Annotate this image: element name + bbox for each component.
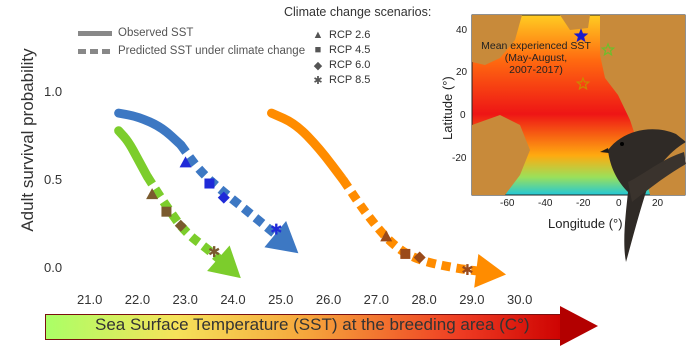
x-tick-label: 29.0 xyxy=(459,292,485,307)
scenario-label: RCP 4.5 xyxy=(329,44,371,56)
asterisk-icon: ✱ xyxy=(313,74,323,87)
storm-petrel-illustration xyxy=(600,129,686,262)
inset-x-tick: -40 xyxy=(538,198,553,209)
square-icon: ■ xyxy=(314,44,322,56)
inset-y-tick: 40 xyxy=(456,25,468,36)
series-1-marker-star: ✱ xyxy=(270,220,283,238)
series-1-marker-dia xyxy=(217,191,230,204)
x-tick-label: 25.0 xyxy=(268,292,294,307)
legend-observed-label: Observed SST xyxy=(118,27,194,39)
scenario-rcp45: ■ RCP 4.5 xyxy=(312,43,371,57)
series-0-marker-sq xyxy=(161,206,172,217)
inset-y-tick: 20 xyxy=(456,67,468,78)
series-1-marker-tri xyxy=(179,156,192,168)
series-0-observed-line xyxy=(114,126,152,181)
series-0-marker-tri xyxy=(146,188,159,200)
scenario-rcp85: ✱ RCP 8.5 xyxy=(312,73,370,87)
sst-gradient-bar xyxy=(45,314,567,340)
inset-x-label: Longitude (°) xyxy=(548,216,623,231)
triangle-icon: ▲ xyxy=(312,29,324,41)
series-0-arrow-head xyxy=(207,245,241,279)
x-tick-label: 28.0 xyxy=(411,292,437,307)
x-tick-label: 27.0 xyxy=(363,292,389,307)
inset-star-blue-icon xyxy=(573,28,589,43)
inset-annotation: Mean experienced SST (May-August, 2007-2… xyxy=(481,40,591,76)
predicted-swatch xyxy=(78,48,112,54)
series-1-observed-line xyxy=(114,108,186,150)
scenario-label: RCP 8.5 xyxy=(329,74,371,86)
series-2-observed-line xyxy=(267,108,348,185)
inset-y-tick: -20 xyxy=(452,153,467,164)
series-0-marker-star: ✱ xyxy=(208,243,221,261)
scenario-label: RCP 6.0 xyxy=(329,59,371,71)
scenario-rcp60: ◆ RCP 6.0 xyxy=(312,58,371,72)
series-2-marker-dia xyxy=(413,251,426,264)
observed-swatch xyxy=(78,30,112,36)
x-tick-label: 26.0 xyxy=(315,292,342,307)
scenarios-title: Climate change scenarios: xyxy=(284,5,432,19)
series-layer: ✱ ✱ ✱ xyxy=(114,108,507,288)
inset-x-tick: 0 xyxy=(616,198,622,209)
inset-star-orange-icon xyxy=(575,76,591,91)
series-2-marker-star: ✱ xyxy=(461,261,474,279)
y-tick-label: 0.5 xyxy=(44,172,63,187)
series-0-predicted-line xyxy=(143,174,237,275)
x-tick-label: 30.0 xyxy=(507,292,533,307)
scenario-rcp26: ▲ RCP 2.6 xyxy=(312,28,371,42)
x-tick-label: 22.0 xyxy=(124,292,151,307)
series-1-arrow-head xyxy=(264,221,299,254)
inset-y-tick: 0 xyxy=(460,110,466,121)
x-tick-label: 21.0 xyxy=(77,292,103,307)
diamond-icon: ◆ xyxy=(313,59,323,72)
inset-x-tick: -60 xyxy=(500,198,515,209)
scenario-label: RCP 2.6 xyxy=(329,29,371,41)
inset-y-label: Latitude (°) xyxy=(440,76,455,140)
legend-observed: Observed SST xyxy=(78,26,193,40)
series-0-marker-dia xyxy=(174,219,187,232)
series-2-marker-sq xyxy=(400,248,411,259)
x-axis-label: Sea Surface Temperature (SST) at the bre… xyxy=(95,315,530,334)
series-2-arrow-head xyxy=(474,253,507,288)
y-axis-label: Adult survival probability xyxy=(18,48,37,232)
inset-x-tick: 20 xyxy=(652,198,664,209)
series-1-marker-sq xyxy=(204,178,215,189)
y-tick-label: 1.0 xyxy=(44,84,63,99)
inset-star-green-icon xyxy=(600,42,616,57)
sst-arrow-head xyxy=(560,306,598,346)
series-2-marker-tri xyxy=(380,230,393,242)
y-tick-label: 0.0 xyxy=(44,260,63,275)
legend-predicted: Predicted SST under climate change xyxy=(78,44,305,58)
x-tick-label: 23.0 xyxy=(172,292,198,307)
legend-predicted-label: Predicted SST under climate change xyxy=(118,45,306,57)
inset-x-tick: -20 xyxy=(576,198,591,209)
x-tick-label: 24.0 xyxy=(220,292,246,307)
